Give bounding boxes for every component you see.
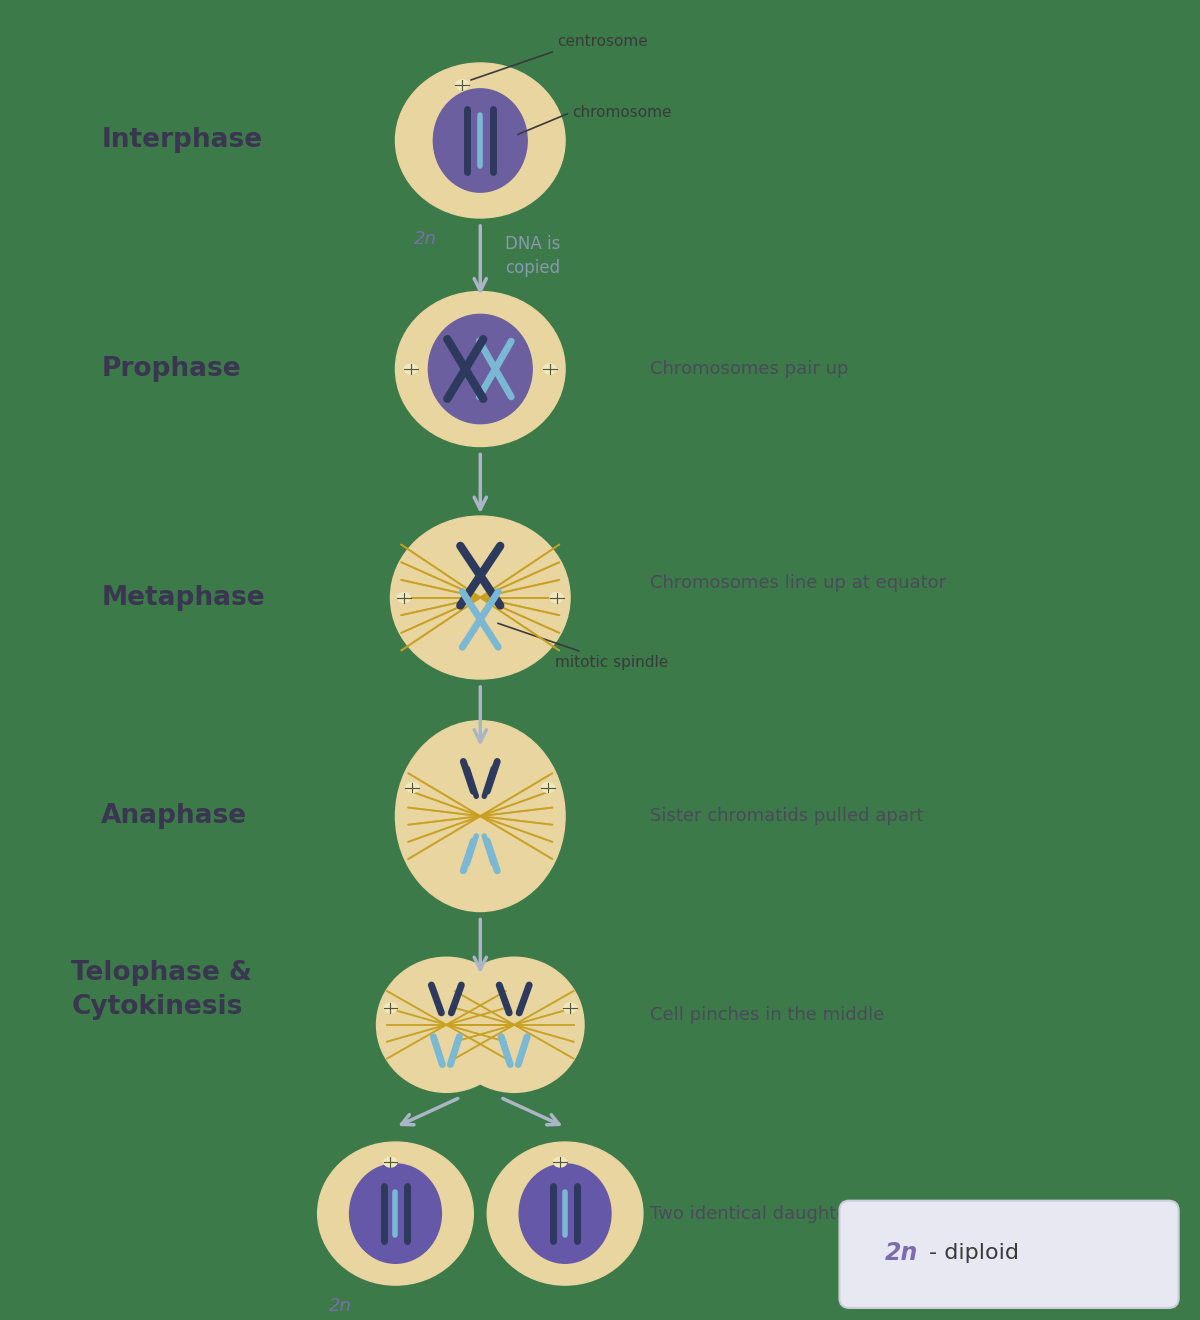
Text: Prophase: Prophase bbox=[101, 356, 241, 381]
Ellipse shape bbox=[433, 88, 527, 193]
Text: chromosome: chromosome bbox=[572, 106, 672, 120]
Ellipse shape bbox=[541, 783, 554, 792]
Ellipse shape bbox=[404, 364, 418, 374]
Ellipse shape bbox=[390, 516, 570, 678]
Ellipse shape bbox=[396, 721, 565, 912]
Text: - diploid: - diploid bbox=[929, 1243, 1019, 1263]
Ellipse shape bbox=[444, 957, 584, 1093]
Text: Interphase: Interphase bbox=[101, 128, 263, 153]
Ellipse shape bbox=[487, 1142, 643, 1286]
Ellipse shape bbox=[520, 1164, 611, 1263]
Ellipse shape bbox=[456, 79, 469, 90]
Ellipse shape bbox=[550, 593, 563, 602]
Ellipse shape bbox=[318, 1142, 473, 1286]
Text: Anaphase: Anaphase bbox=[101, 803, 247, 829]
Ellipse shape bbox=[406, 783, 419, 792]
Ellipse shape bbox=[384, 1003, 397, 1012]
Ellipse shape bbox=[544, 364, 557, 374]
Ellipse shape bbox=[384, 1158, 397, 1167]
Ellipse shape bbox=[564, 1003, 576, 1012]
Ellipse shape bbox=[428, 314, 532, 424]
Text: Chromosomes pair up: Chromosomes pair up bbox=[650, 360, 848, 378]
Text: Two identical daughter cells: Two identical daughter cells bbox=[650, 1205, 901, 1222]
Text: centrosome: centrosome bbox=[557, 34, 648, 49]
Text: 2n: 2n bbox=[414, 230, 437, 248]
Ellipse shape bbox=[377, 957, 516, 1093]
Ellipse shape bbox=[349, 1164, 442, 1263]
Text: mitotic spindle: mitotic spindle bbox=[498, 623, 668, 669]
Text: Cell pinches in the middle: Cell pinches in the middle bbox=[650, 1006, 884, 1024]
Text: DNA is
copied: DNA is copied bbox=[505, 235, 560, 277]
Text: Metaphase: Metaphase bbox=[101, 585, 265, 611]
Text: 2n: 2n bbox=[329, 1298, 352, 1315]
Ellipse shape bbox=[396, 63, 565, 218]
Text: Chromosomes line up at equator: Chromosomes line up at equator bbox=[650, 574, 946, 591]
Text: Telophase &
Cytokinesis: Telophase & Cytokinesis bbox=[71, 960, 252, 1020]
Ellipse shape bbox=[397, 593, 410, 602]
Text: Sister chromatids pulled apart: Sister chromatids pulled apart bbox=[650, 807, 923, 825]
Ellipse shape bbox=[396, 292, 565, 446]
FancyBboxPatch shape bbox=[840, 1201, 1178, 1308]
Ellipse shape bbox=[553, 1158, 566, 1167]
Text: 2n: 2n bbox=[884, 1241, 918, 1266]
